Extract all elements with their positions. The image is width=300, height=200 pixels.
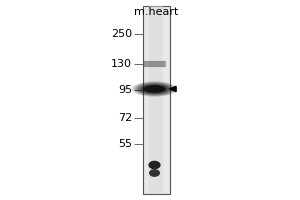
Text: 130: 130: [111, 59, 132, 69]
Text: 95: 95: [118, 85, 132, 95]
FancyBboxPatch shape: [143, 61, 166, 67]
Ellipse shape: [136, 83, 172, 95]
Circle shape: [150, 170, 159, 176]
Text: 250: 250: [111, 29, 132, 39]
Ellipse shape: [143, 85, 166, 93]
Ellipse shape: [135, 82, 174, 96]
Ellipse shape: [138, 83, 171, 95]
Circle shape: [149, 161, 160, 169]
Bar: [149, 6, 163, 194]
Polygon shape: [169, 86, 176, 92]
Ellipse shape: [142, 85, 167, 93]
Text: 55: 55: [118, 139, 132, 149]
Text: m.heart: m.heart: [134, 7, 178, 17]
Ellipse shape: [140, 84, 169, 94]
Bar: [142, 6, 170, 194]
Ellipse shape: [131, 81, 178, 97]
Text: 72: 72: [118, 113, 132, 123]
Ellipse shape: [143, 85, 166, 93]
Ellipse shape: [133, 82, 176, 96]
